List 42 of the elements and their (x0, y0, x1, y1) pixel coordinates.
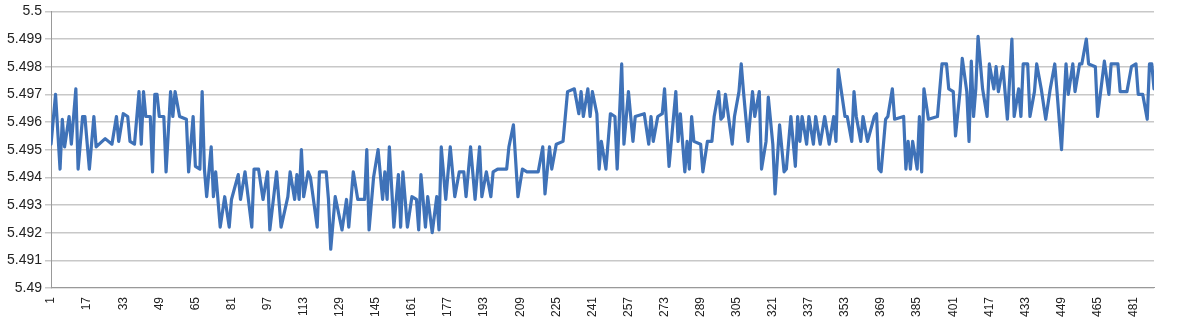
x-tick-label: 161 (404, 296, 419, 318)
x-tick-label: 321 (765, 296, 780, 318)
x-tick-label: 369 (873, 296, 888, 318)
x-tick-label: 49 (151, 296, 166, 311)
x-tick-label: 129 (332, 296, 347, 318)
x-tick-label: 465 (1089, 296, 1104, 318)
x-tick-label: 305 (729, 296, 744, 318)
x-tick-label: 273 (656, 296, 671, 318)
x-tick-label: 177 (440, 296, 455, 318)
x-tick-label: 225 (548, 296, 563, 318)
x-tick-label: 481 (1126, 296, 1141, 318)
x-tick-label: 33 (115, 296, 130, 311)
x-tick-label: 401 (945, 296, 960, 318)
x-tick-label: 449 (1053, 296, 1068, 318)
x-tick-label: 289 (692, 296, 707, 318)
y-tick-label: 5.497 (6, 85, 43, 102)
x-tick-label: 433 (1017, 296, 1032, 318)
x-tick-label: 209 (512, 296, 527, 318)
y-tick-label: 5.491 (6, 251, 43, 268)
x-tick-label: 17 (79, 296, 94, 311)
y-tick-label: 5.492 (6, 223, 43, 240)
x-tick-label: 241 (584, 296, 599, 318)
y-tick-label: 5.498 (6, 57, 43, 74)
x-tick-label: 145 (368, 296, 383, 318)
y-tick-label: 5.49 (14, 278, 43, 295)
y-tick-label: 5.5 (22, 2, 43, 19)
y-tick-label: 5.496 (6, 112, 43, 129)
x-tick-label: 257 (620, 296, 635, 318)
x-tick-label: 385 (909, 296, 924, 318)
x-tick-label: 81 (223, 296, 238, 311)
y-tick-label: 5.499 (6, 29, 43, 46)
y-tick-label: 5.494 (6, 168, 43, 185)
x-tick-label: 113 (295, 296, 310, 317)
x-tick-label: 65 (187, 296, 202, 311)
x-tick-label: 353 (837, 296, 852, 318)
x-tick-label: 337 (801, 296, 816, 318)
y-tick-label: 5.495 (6, 140, 43, 157)
y-tick-label: 5.493 (6, 195, 43, 212)
x-tick-label: 1 (43, 296, 58, 304)
x-tick-label: 193 (476, 296, 491, 318)
x-tick-label: 97 (259, 296, 274, 311)
x-tick-label: 417 (981, 296, 996, 318)
